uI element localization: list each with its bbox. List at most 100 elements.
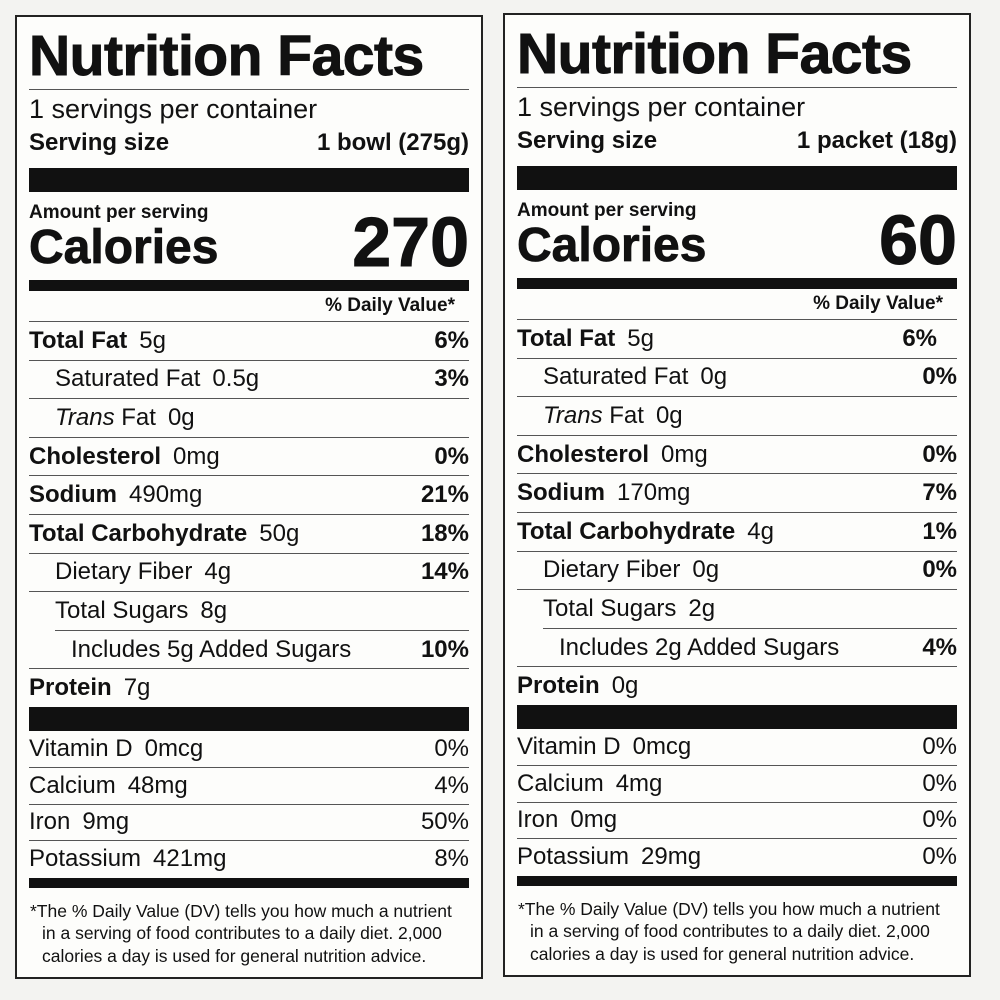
mineral-name: Calcium (29, 772, 116, 800)
mineral-name: Vitamin D (29, 735, 133, 763)
nutrient-row-cholesterol: Cholesterol 0mg 0% (517, 434, 957, 474)
mineral-amount: 4mg (615, 770, 663, 798)
label-title: Nutrition Facts (517, 22, 913, 87)
nutrient-row-total-fat: Total Fat 5g 6% (517, 319, 957, 358)
mineral-amount: 421mg (153, 844, 227, 872)
nutrient-dv: 0% (434, 442, 469, 470)
mineral-row-calcium: Calcium 4mg 0% (517, 765, 957, 801)
nutrient-amount: 8g (200, 596, 228, 624)
medium-divider (29, 280, 469, 291)
medium-divider (29, 877, 469, 888)
calories-row: Calories 270 (29, 207, 470, 278)
nutrient-amount: 0g (655, 401, 683, 429)
nutrition-label-right: Nutrition Facts 1 servings per container… (503, 13, 971, 977)
nutrient-amount: 0g (611, 672, 639, 700)
nutrient-row-protein: Protein 0g (517, 666, 957, 705)
nutrient-row-protein: Protein 7g (29, 668, 469, 707)
calories-label: Calories (517, 219, 707, 272)
nutrient-dv: 6% (902, 324, 937, 352)
mineral-amount: 0mcg (144, 735, 204, 763)
nutrient-amount: 0g (700, 363, 728, 391)
calories-value: 60 (879, 201, 958, 279)
footnote-line: calories a day is used for general nutri… (42, 945, 427, 966)
nutrient-amount: 0mg (661, 440, 708, 468)
nutrient-row-total-carbohydrate: Total Carbohydrate 4g 1% (517, 511, 957, 551)
nutrition-label-left: Nutrition Facts 1 servings per container… (15, 15, 483, 979)
divider (29, 89, 469, 90)
thick-divider (29, 706, 469, 731)
thick-divider (29, 168, 469, 192)
mineral-amount: 29mg (641, 842, 702, 870)
mineral-amount: 0mg (570, 806, 618, 834)
serving-size-label: Serving size (29, 129, 170, 156)
nutrient-row-total-carbohydrate: Total Carbohydrate 50g 18% (29, 513, 469, 553)
nutrient-dv: 6% (434, 326, 469, 354)
thick-divider (517, 166, 957, 190)
nutrient-name: Total Carbohydrate (29, 519, 248, 547)
mineral-amount: 9mg (82, 808, 130, 836)
mineral-name: Iron (517, 806, 559, 834)
nutrient-row-saturated-fat: Saturated Fat 0g 0% (517, 357, 957, 397)
mineral-name: Potassium (517, 842, 630, 870)
mineral-row-iron: Iron 9mg 50% (29, 803, 469, 840)
mineral-amount: 0mcg (632, 733, 692, 761)
mineral-name: Vitamin D (517, 733, 621, 761)
daily-value-header: % Daily Value* (813, 293, 943, 314)
medium-divider (517, 875, 957, 886)
serving-size-row: Serving size 1 bowl (275g) (29, 126, 469, 160)
nutrient-dv: 0% (922, 363, 957, 391)
nutrient-row-added-sugars: Includes 5g Added Sugars 10% (55, 629, 469, 669)
nutrient-amount: 0mg (173, 442, 220, 470)
mineral-dv: 0% (922, 733, 957, 761)
footnote-line: *The % Daily Value (DV) tells you how mu… (30, 900, 452, 921)
nutrient-dv: 0% (922, 556, 957, 584)
nutrient-name-rest: Fat (609, 401, 644, 429)
nutrient-name: Protein (517, 672, 600, 700)
nutrient-row-dietary-fiber: Dietary Fiber 0g 0% (517, 550, 957, 590)
footnote-line: in a serving of food contributes to a da… (530, 921, 930, 941)
nutrient-name: Sodium (517, 479, 605, 507)
nutrient-name-rest: Fat (121, 403, 156, 431)
nutrient-name: Dietary Fiber (543, 556, 681, 584)
nutrient-dv: 3% (434, 365, 469, 393)
nutrient-dv: 7% (922, 479, 957, 507)
mineral-row-vitamin-d: Vitamin D 0mcg 0% (29, 731, 469, 767)
mineral-dv: 8% (434, 844, 469, 872)
nutrient-dv: 0% (922, 440, 957, 468)
nutrient-name: Total Sugars (543, 594, 677, 622)
nutrient-name: Cholesterol (517, 440, 650, 468)
mineral-row-potassium: Potassium 29mg 0% (517, 838, 957, 874)
nutrient-amount: 0g (167, 403, 195, 431)
mineral-dv: 0% (922, 770, 957, 798)
serving-size-value: 1 packet (18g) (796, 127, 957, 154)
mineral-dv: 0% (922, 806, 957, 834)
amount-per-serving: Amount per serving (29, 202, 209, 223)
mineral-row-iron: Iron 0mg 0% (517, 801, 957, 838)
nutrient-name: Includes 5g Added Sugars (71, 635, 352, 663)
nutrient-name: Total Fat (517, 324, 616, 352)
nutrient-row-added-sugars: Includes 2g Added Sugars 4% (543, 627, 957, 667)
nutrient-row-sodium: Sodium 170mg 7% (517, 473, 957, 512)
nutrient-dv: 10% (420, 635, 469, 663)
nutrient-name: Dietary Fiber (55, 558, 193, 586)
nutrient-row-dietary-fiber: Dietary Fiber 4g 14% (29, 552, 469, 592)
nutrient-amount: 4g (204, 558, 232, 586)
mineral-name: Iron (29, 808, 71, 836)
nutrient-amount: 2g (688, 594, 716, 622)
mineral-dv: 0% (922, 842, 957, 870)
nutrient-name: Trans (55, 403, 115, 431)
label-title: Nutrition Facts (29, 24, 425, 89)
nutrient-amount: 170mg (617, 479, 691, 507)
mineral-dv: 4% (434, 772, 469, 800)
footnote-line: calories a day is used for general nutri… (530, 943, 915, 964)
nutrient-amount: 50g (259, 519, 300, 547)
nutrient-row-saturated-fat: Saturated Fat 0.5g 3% (29, 359, 469, 399)
medium-divider (517, 278, 957, 289)
daily-value-footnote: *The % Daily Value (DV) tells you how mu… (29, 900, 469, 968)
nutrient-name: Cholesterol (29, 442, 162, 470)
daily-value-footnote: *The % Daily Value (DV) tells you how mu… (517, 898, 957, 966)
serving-size-label: Serving size (517, 127, 658, 154)
nutrient-dv: 1% (922, 517, 957, 545)
nutrient-row-cholesterol: Cholesterol 0mg 0% (29, 436, 469, 476)
nutrient-dv: 14% (420, 558, 469, 586)
